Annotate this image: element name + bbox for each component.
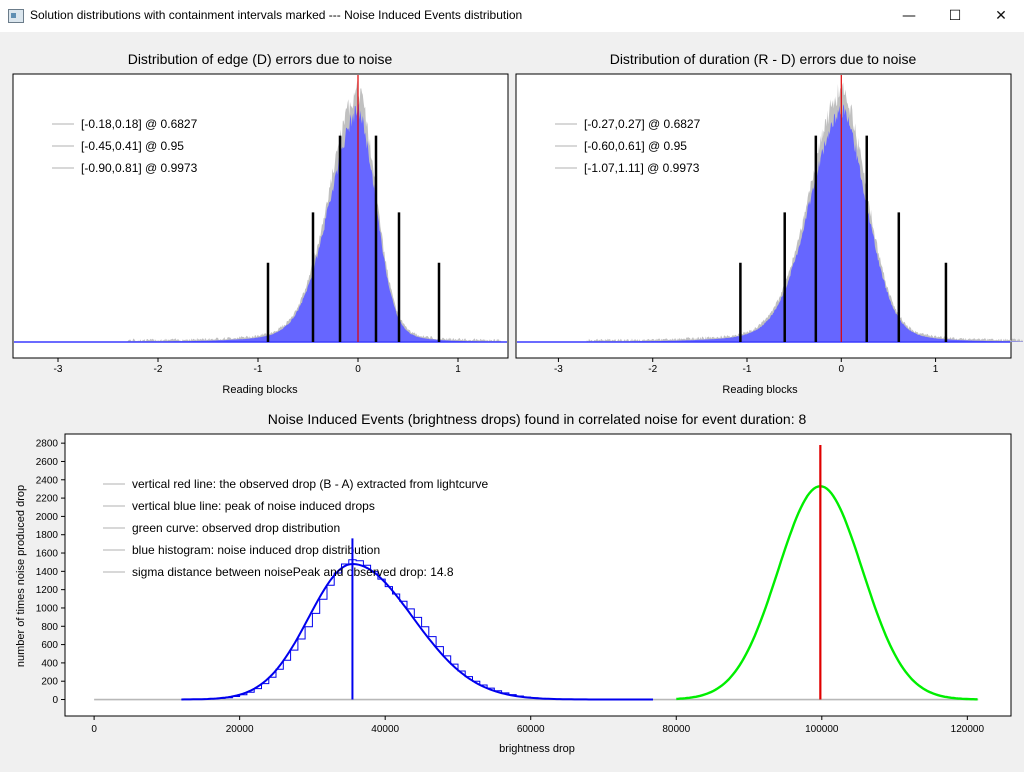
duration-chart-legend: [-0.27,0.27] @ 0.6827 [-0.60,0.61] @ 0.9… bbox=[555, 117, 701, 175]
minimize-button[interactable]: — bbox=[902, 8, 916, 24]
y-tick-label: 200 bbox=[41, 677, 58, 688]
x-tick-label: 120000 bbox=[951, 724, 985, 735]
y-tick-label: 2400 bbox=[36, 475, 59, 486]
duration-chart-xlabel: Reading blocks bbox=[722, 384, 798, 396]
x-tick-label: -2 bbox=[648, 364, 657, 375]
duration-legend-item-2: [-0.60,0.61] @ 0.95 bbox=[584, 139, 687, 153]
duration-legend-item-1: [-0.27,0.27] @ 0.6827 bbox=[584, 117, 701, 131]
chart-window-body: Distribution of edge (D) errors due to n… bbox=[1, 32, 1024, 767]
edge-legend-item-2: [-0.45,0.41] @ 0.95 bbox=[81, 139, 184, 153]
edge-legend-item-1: [-0.18,0.18] @ 0.6827 bbox=[81, 117, 198, 131]
y-tick-label: 1600 bbox=[36, 549, 59, 560]
x-tick-label: 0 bbox=[355, 364, 361, 375]
y-tick-label: 1800 bbox=[36, 530, 59, 541]
edge-chart-plot-area bbox=[12, 73, 509, 359]
y-tick-label: 400 bbox=[41, 658, 58, 669]
duration-error-chart: Distribution of duration (R - D) errors … bbox=[515, 51, 1024, 396]
y-tick-label: 800 bbox=[41, 622, 58, 633]
x-tick-label: -1 bbox=[743, 364, 752, 375]
duration-legend-item-3: [-1.07,1.11] @ 0.9973 bbox=[584, 161, 700, 175]
x-tick-label: 20000 bbox=[226, 724, 254, 735]
edge-chart-title: Distribution of edge (D) errors due to n… bbox=[128, 51, 393, 67]
x-tick-label: -3 bbox=[554, 364, 563, 375]
x-tick-label: -2 bbox=[154, 364, 163, 375]
noise-chart-legend: vertical red line: the observed drop (B … bbox=[103, 477, 488, 579]
close-button[interactable]: ✕ bbox=[995, 8, 1007, 24]
x-tick-label: 60000 bbox=[517, 724, 545, 735]
y-tick-label: 0 bbox=[52, 695, 58, 706]
edge-error-chart: Distribution of edge (D) errors due to n… bbox=[12, 51, 509, 396]
y-tick-label: 2000 bbox=[36, 512, 59, 523]
noise-chart-plot-area bbox=[64, 433, 1012, 717]
x-tick-label: -3 bbox=[54, 364, 63, 375]
error-histogram bbox=[586, 104, 1024, 342]
error-histogram bbox=[127, 104, 502, 342]
window-titlebar: Solution distributions with containment … bbox=[0, 0, 1024, 32]
y-tick-label: 1000 bbox=[36, 603, 59, 614]
y-tick-label: 600 bbox=[41, 640, 58, 651]
noise-legend-item-3: green curve: observed drop distribution bbox=[132, 521, 340, 535]
noise-legend-item-2: vertical blue line: peak of noise induce… bbox=[132, 499, 375, 513]
noise-envelope bbox=[586, 82, 1024, 342]
maximize-button[interactable]: ☐ bbox=[948, 8, 962, 24]
observed-drop-curve bbox=[676, 484, 978, 701]
x-tick-label: 0 bbox=[91, 724, 97, 735]
x-tick-label: 80000 bbox=[662, 724, 690, 735]
edge-chart-xlabel: Reading blocks bbox=[222, 384, 298, 396]
x-tick-label: 0 bbox=[839, 364, 845, 375]
y-tick-label: 1200 bbox=[36, 585, 59, 596]
x-tick-label: 40000 bbox=[371, 724, 399, 735]
duration-chart-title: Distribution of duration (R - D) errors … bbox=[610, 51, 917, 67]
x-tick-label: 1 bbox=[933, 364, 939, 375]
noise-legend-item-5: sigma distance between noisePeak and obs… bbox=[132, 565, 454, 579]
y-tick-label: 2200 bbox=[36, 494, 59, 505]
edge-legend-item-3: [-0.90,0.81] @ 0.9973 bbox=[81, 161, 198, 175]
edge-chart-legend: [-0.18,0.18] @ 0.6827 [-0.45,0.41] @ 0.9… bbox=[52, 117, 198, 175]
y-tick-label: 2600 bbox=[36, 457, 59, 468]
noise-events-chart: Noise Induced Events (brightness drops) … bbox=[15, 411, 1012, 755]
x-tick-label: -1 bbox=[254, 364, 263, 375]
x-tick-label: 100000 bbox=[805, 724, 839, 735]
noise-chart-title: Noise Induced Events (brightness drops) … bbox=[268, 411, 807, 427]
window-title: Solution distributions with containment … bbox=[30, 8, 523, 22]
x-tick-label: 1 bbox=[455, 364, 461, 375]
app-icon bbox=[8, 9, 24, 23]
noise-distribution-curve bbox=[181, 562, 653, 701]
noise-chart-ylabel: number of times noise produced drop bbox=[15, 485, 27, 667]
charts-canvas: Distribution of edge (D) errors due to n… bbox=[12, 51, 1024, 755]
noise-chart-xlabel: brightness drop bbox=[499, 743, 575, 755]
y-tick-label: 2800 bbox=[36, 439, 59, 450]
noise-legend-item-4: blue histogram: noise induced drop distr… bbox=[132, 543, 380, 557]
noise-legend-item-1: vertical red line: the observed drop (B … bbox=[132, 477, 488, 491]
duration-chart-plot-area bbox=[515, 73, 1012, 359]
y-tick-label: 1400 bbox=[36, 567, 59, 578]
